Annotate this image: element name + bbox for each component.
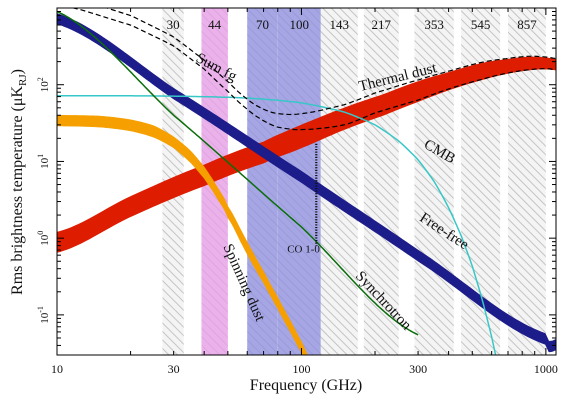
y-tick-base: 10: [39, 312, 51, 324]
band-label-100: 100: [290, 17, 310, 32]
series-free-free: [57, 13, 556, 353]
band-label-70: 70: [256, 17, 269, 32]
band-label-30: 30: [167, 17, 180, 32]
x-tick-label-30: 30: [168, 362, 180, 376]
band-143: 143: [320, 8, 358, 355]
x-axis-title: Frequency (GHz): [250, 377, 362, 394]
y-tick-base: 10: [39, 157, 51, 169]
series-cmb: [57, 94, 497, 355]
series-thermal-dust: [57, 56, 556, 253]
series-line-sum-fg-lower: [70, 8, 556, 131]
y-axis-title-subscript: RJ: [17, 74, 29, 86]
y-tick-base: 10: [39, 234, 51, 246]
series-band-free-free: [57, 13, 556, 353]
x-tick-label-300: 300: [409, 362, 427, 376]
y-axis-title-close: ): [9, 69, 26, 74]
y-tick-label-1: 10-1: [36, 306, 51, 324]
label-co-1-0: CO 1-0: [287, 244, 320, 256]
band-label-353: 353: [424, 17, 444, 32]
band-label-44: 44: [208, 17, 222, 32]
series-band-thermal-dust: [57, 56, 556, 253]
y-axis-title-main: Rms brightness temperature (μK: [9, 86, 26, 295]
series-synchrotron: [57, 10, 419, 336]
series-line-sum-fg-upper: [105, 8, 556, 116]
foreground-components: [57, 8, 556, 355]
series-band-spinning-dust: [57, 115, 308, 355]
band-label-217: 217: [372, 17, 392, 32]
y-axis-title: Rms brightness temperature (μKRJ): [9, 69, 29, 295]
y-tick-label-0: 100: [36, 231, 51, 246]
series-line-synchrotron: [57, 10, 419, 336]
x-tick-label-1000: 1000: [534, 362, 558, 376]
plot-frame: [56, 7, 557, 356]
x-tick-label-100: 100: [292, 362, 310, 376]
band-label-143: 143: [330, 17, 350, 32]
y-tick-exponent: -1: [36, 306, 45, 313]
x-tick-label-10: 10: [51, 362, 63, 376]
y-tick-exponent: 2: [36, 77, 45, 81]
band-label-857: 857: [517, 17, 537, 32]
series-line-cmb: [57, 94, 497, 355]
y-tick-exponent: 0: [36, 231, 45, 235]
y-tick-label-2: 102: [36, 77, 51, 92]
band-hatch-143: [320, 8, 358, 355]
series-spinning-dust: [57, 115, 308, 355]
y-tick-exponent: 1: [36, 154, 45, 158]
y-tick-base: 10: [39, 81, 51, 93]
band-label-545: 545: [471, 17, 491, 32]
y-tick-label-1: 101: [36, 154, 51, 169]
series-sum-fg: [70, 8, 556, 131]
